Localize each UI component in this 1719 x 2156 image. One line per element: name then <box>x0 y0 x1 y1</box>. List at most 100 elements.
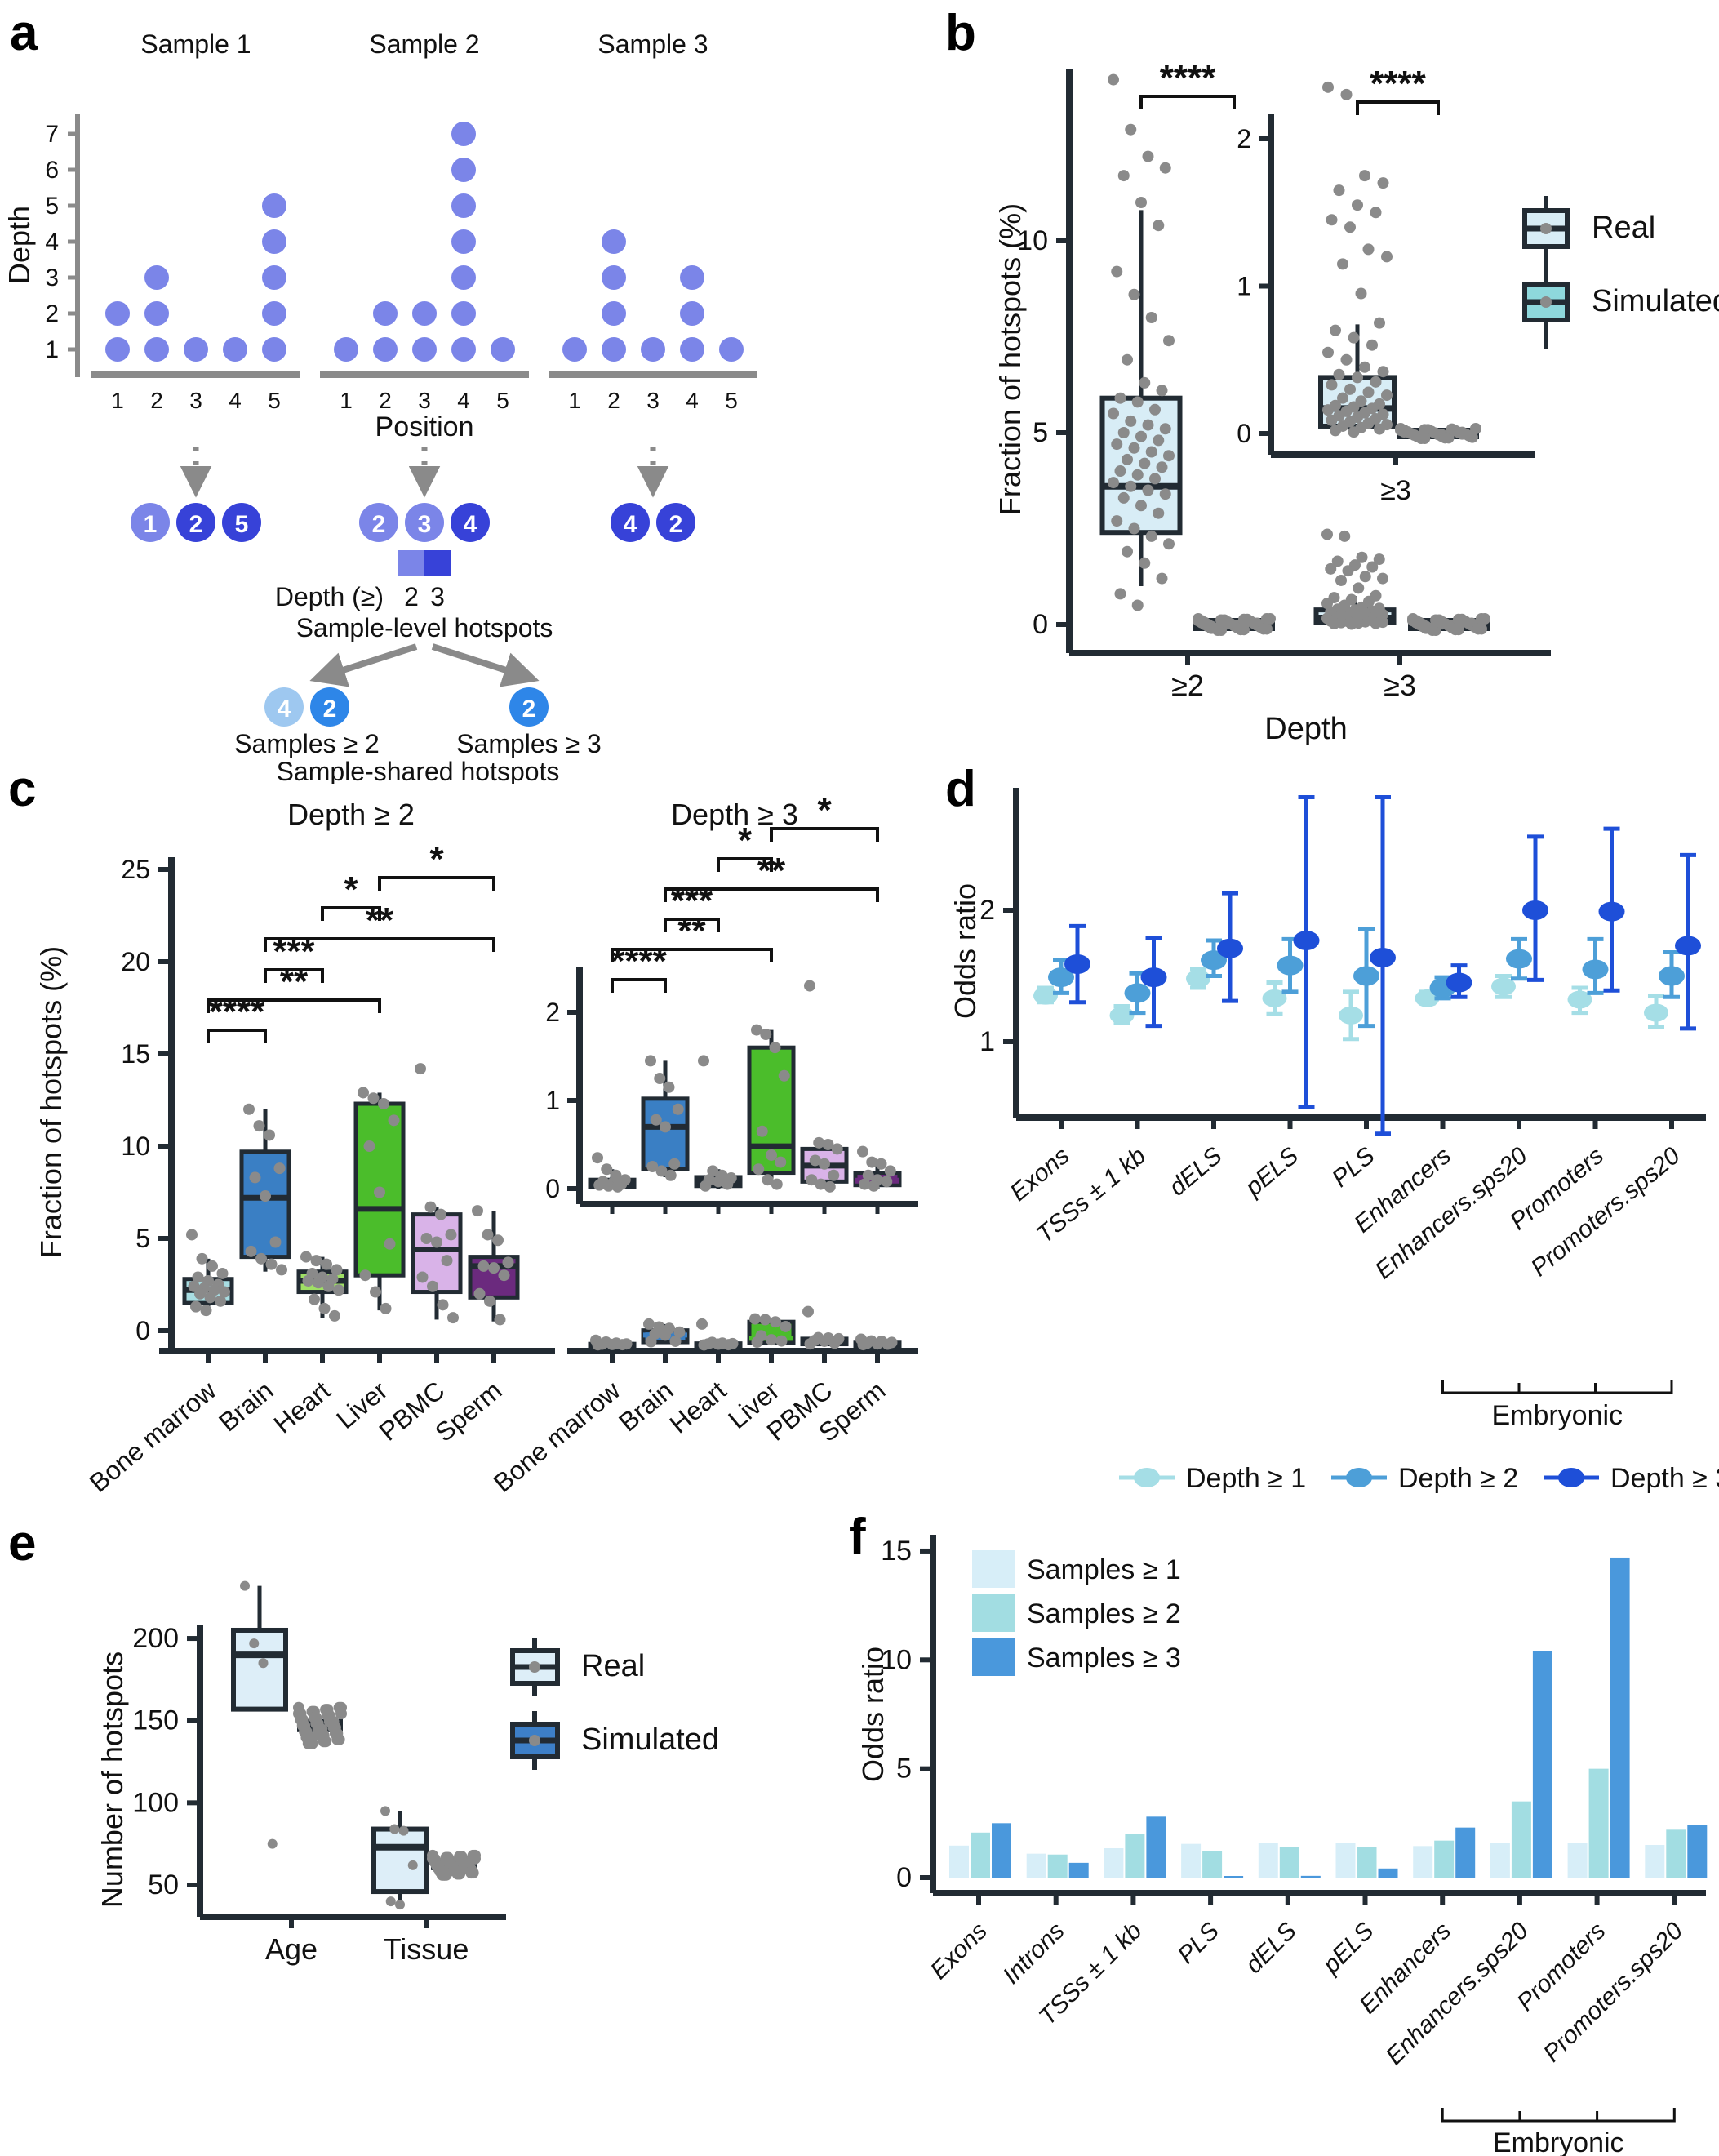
data-point <box>884 1165 896 1177</box>
depth-dot <box>602 301 626 326</box>
data-point <box>592 1152 603 1164</box>
data-point <box>1131 469 1144 481</box>
sig-bracket <box>1356 100 1440 115</box>
data-point <box>186 1229 198 1241</box>
depth-dot <box>144 265 169 290</box>
data-point <box>1117 491 1130 504</box>
bar <box>1687 1825 1708 1878</box>
position-tick-label: 4 <box>457 388 470 413</box>
sig-stars: * <box>344 869 358 909</box>
data-point <box>1117 427 1130 438</box>
panel-a-letter: a <box>10 5 38 61</box>
data-point <box>1163 335 1175 347</box>
x-tick-label: dELS <box>1164 1142 1227 1201</box>
data-point <box>1370 376 1382 388</box>
hotspot-label: 2 <box>522 696 536 722</box>
data-point <box>204 1291 216 1304</box>
x-tick-label: PLS <box>1173 1918 1224 1969</box>
depth-dot <box>105 301 130 326</box>
bar <box>1104 1847 1124 1878</box>
embryonic-bracket <box>1441 2108 1676 2123</box>
data-point <box>258 1658 269 1669</box>
data-point <box>819 1158 830 1170</box>
data-point <box>722 1178 734 1190</box>
data-point <box>1128 522 1140 535</box>
data-point <box>407 1860 418 1870</box>
bar <box>1666 1829 1686 1878</box>
data-point <box>713 1176 724 1188</box>
data-point <box>398 1825 409 1836</box>
data-point <box>1128 288 1140 300</box>
data-point <box>363 1140 375 1152</box>
data-point <box>1111 515 1123 527</box>
data-point <box>1344 383 1356 395</box>
sample-baseline <box>320 371 529 378</box>
data-point <box>1322 346 1334 358</box>
y-tick-label: 100 <box>132 1787 179 1818</box>
y-tick-label: 10 <box>1017 225 1048 256</box>
data-point <box>866 1156 878 1168</box>
data-point <box>302 1274 314 1287</box>
depth-dot <box>680 337 704 362</box>
data-point <box>264 1129 275 1141</box>
data-point <box>260 1190 271 1202</box>
data-point <box>1142 419 1154 431</box>
data-point <box>804 1338 816 1350</box>
bar <box>1300 1875 1321 1878</box>
or-point <box>1277 955 1304 976</box>
split-arrow-left <box>309 643 418 687</box>
hotspot-label: 4 <box>278 696 291 722</box>
data-point <box>828 1337 841 1349</box>
depth-dot <box>144 301 169 326</box>
y-axis-label: Fraction of hotspots (%) <box>993 203 1027 515</box>
position-tick-label: 3 <box>189 388 202 413</box>
data-point <box>1153 434 1165 447</box>
data-point <box>1111 438 1123 451</box>
data-point <box>602 1180 615 1192</box>
data-point <box>216 1267 229 1279</box>
data-point <box>1149 403 1161 416</box>
data-point <box>384 1238 396 1250</box>
bar <box>971 1832 990 1878</box>
depth-legend-value: 3 <box>430 582 445 611</box>
bar <box>1413 1846 1433 1878</box>
data-point <box>335 1708 347 1720</box>
hotspot-label: 2 <box>323 696 337 722</box>
y-axis-label: Odds ratio <box>948 883 982 1019</box>
hotspot-label: 4 <box>464 511 478 538</box>
inset-y-tick-label: 0 <box>545 1174 560 1203</box>
or-point <box>1370 947 1396 967</box>
legend-label: Real <box>581 1649 645 1683</box>
legend-swatch <box>972 1594 1015 1632</box>
data-point <box>1359 170 1370 182</box>
data-point <box>380 1302 392 1314</box>
data-point <box>1362 386 1375 398</box>
x-tick-label: Sperm <box>429 1376 507 1447</box>
embryonic-label: Embryonic <box>1493 2127 1624 2156</box>
x-tick-label: Bone marrow <box>84 1375 223 1497</box>
data-point <box>1145 446 1157 458</box>
or-point <box>1201 950 1227 971</box>
data-point <box>1439 432 1451 444</box>
bar <box>1224 1876 1244 1878</box>
data-point <box>760 1029 772 1040</box>
data-point <box>875 1158 887 1170</box>
depth-dot <box>451 122 476 146</box>
data-point <box>1139 557 1151 569</box>
data-point <box>592 1339 604 1351</box>
box <box>371 1826 429 1895</box>
data-point <box>762 1174 774 1186</box>
depth-axis-label: Depth <box>2 206 36 284</box>
data-point <box>1356 551 1368 563</box>
sample-hotspot-circle <box>611 503 650 542</box>
x-tick-label: Enhancers.sps20 <box>1381 1917 1534 2069</box>
data-point <box>1117 170 1130 182</box>
sig-bracket <box>207 1029 267 1043</box>
or-point <box>1186 969 1210 988</box>
x-tick-label: ≥2 <box>1171 669 1204 702</box>
data-point <box>1159 162 1171 174</box>
data-point <box>1139 457 1151 469</box>
sample-baseline <box>91 371 300 378</box>
